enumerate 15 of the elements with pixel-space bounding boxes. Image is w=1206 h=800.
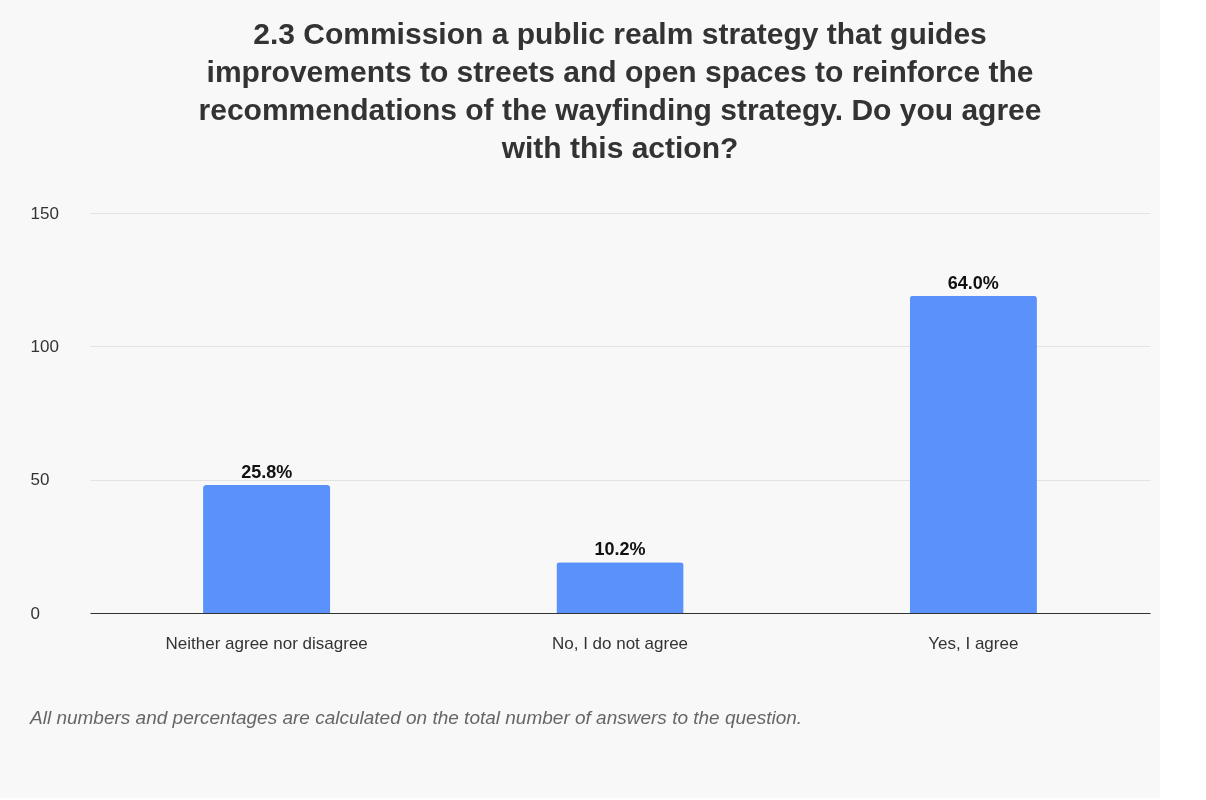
x-tick-label: No, I do not agree <box>551 633 689 653</box>
bar <box>909 295 1037 613</box>
x-tick-label: Yes, I agree <box>928 633 1019 653</box>
annotation: 64.0% <box>947 272 999 293</box>
text: All numbers and percentages are calculated on the total number of answers to the question. <box>29 707 803 728</box>
y-tick-label: 50 <box>30 470 50 490</box>
bar <box>556 562 684 613</box>
x-tick-label: Neither agree nor disagree <box>165 633 368 653</box>
annotation: 25.8% <box>241 462 293 482</box>
y-tick-label: 150 <box>30 203 59 223</box>
y-tick-label: 100 <box>30 336 59 356</box>
chart-title: 2.3 Commission a public realm strategy that guides improvements to streets and open spaces to reinforce the recommendations of the wayfinding strategy. Do you agree with this action? <box>198 17 1042 164</box>
y-tick-label: 0 <box>30 603 40 623</box>
bar <box>203 485 331 613</box>
annotation: 10.2% <box>594 539 646 560</box>
